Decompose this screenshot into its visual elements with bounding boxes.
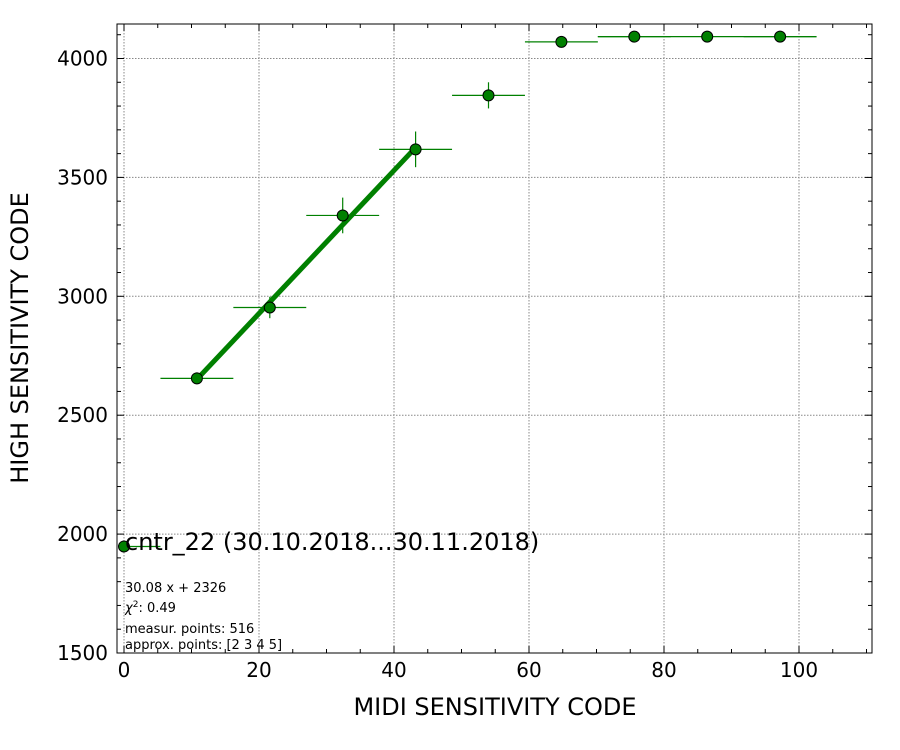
- data-markers: [118, 30, 787, 553]
- data-point: [336, 209, 349, 222]
- x-tick-labels: 0 20 40 60 80 100: [118, 658, 818, 682]
- fit-line: [195, 145, 418, 382]
- chart-title-annotation: cntr_22 (30.10.2018...30.11.2018): [125, 528, 539, 556]
- y-tick-label: 4000: [57, 47, 108, 71]
- fit-line-group: [195, 145, 418, 382]
- measur-points-label: measur. points: 516: [125, 622, 254, 637]
- x-tick-label: 40: [381, 658, 406, 682]
- annotation-marker: [118, 540, 130, 553]
- x-tick-label: 100: [780, 658, 818, 682]
- data-point: [263, 301, 276, 314]
- y-tick-label: 3000: [57, 284, 108, 308]
- data-point: [628, 30, 641, 43]
- y-tick-label: 1500: [57, 641, 108, 665]
- y-tick-label: 2000: [57, 522, 108, 546]
- data-point: [774, 30, 787, 43]
- data-point: [190, 372, 203, 385]
- x-tick-label: 80: [651, 658, 676, 682]
- data-point: [555, 35, 568, 48]
- chi-superscript: 2: [133, 600, 139, 610]
- data-point: [482, 89, 495, 102]
- grid-lines: [117, 24, 872, 654]
- y-tick-labels: 1500 2000 2500 3000 3500 4000: [57, 47, 108, 666]
- x-tick-label: 60: [516, 658, 541, 682]
- x-axis-title: MIDI SENSITIVITY CODE: [353, 693, 636, 721]
- minor-ticks: [117, 24, 872, 653]
- data-point: [409, 143, 422, 156]
- x-tick-label: 20: [246, 658, 271, 682]
- approx-points-label: approx. points: [2 3 4 5]: [125, 638, 282, 653]
- y-axis-title: HIGH SENSITIVITY CODE: [6, 192, 34, 484]
- data-point: [701, 30, 714, 43]
- chi-value: : 0.49: [138, 601, 175, 616]
- plot-frame: [116, 23, 873, 654]
- error-bars: [124, 36, 817, 548]
- y-tick-label: 2500: [57, 403, 108, 427]
- fit-equation: 30.08 x + 2326: [125, 581, 226, 596]
- chi-square-label: χ2: 0.49: [124, 600, 176, 616]
- x-tick-label: 0: [118, 658, 131, 682]
- chi-symbol: χ: [124, 601, 134, 616]
- major-ticks: [117, 24, 872, 654]
- y-tick-label: 3500: [57, 165, 108, 189]
